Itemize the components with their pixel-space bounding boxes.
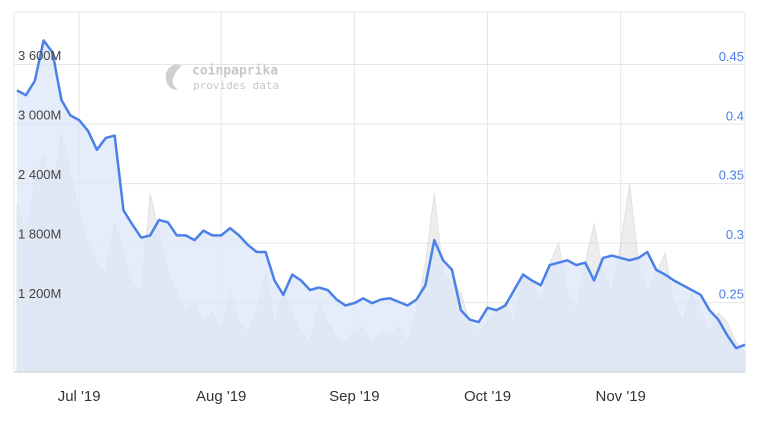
y-tick-label: 1 800M	[18, 227, 61, 242]
watermark-logo	[165, 64, 182, 90]
x-tick-label: Jul '19	[58, 388, 101, 405]
watermark-subtitle: provides data	[193, 79, 279, 92]
y-tick-label: 2 400M	[18, 167, 61, 182]
watermark-title: coinpaprika	[192, 64, 278, 79]
y-tick-label: 3 600M	[18, 48, 61, 63]
y2-tick-label: 0.4	[726, 108, 744, 123]
plot-area	[13, 11, 746, 373]
y-tick-label: 3 000M	[18, 108, 61, 123]
y2-tick-label: 0.25	[719, 287, 744, 302]
y2-tick-label: 0.35	[719, 168, 744, 183]
x-tick-label: Aug '19	[196, 388, 246, 405]
x-tick-label: Sep '19	[329, 388, 379, 405]
price-area	[17, 40, 745, 372]
y2-tick-label: 0.3	[726, 227, 744, 242]
x-tick-label: Oct '19	[464, 388, 511, 405]
price-line	[16, 39, 746, 350]
y2-tick-label: 0.45	[719, 49, 744, 64]
watermark: coinpaprika provides data	[165, 64, 279, 92]
x-tick-label: Nov '19	[596, 388, 646, 405]
y-tick-label: 1 200M	[18, 286, 61, 301]
